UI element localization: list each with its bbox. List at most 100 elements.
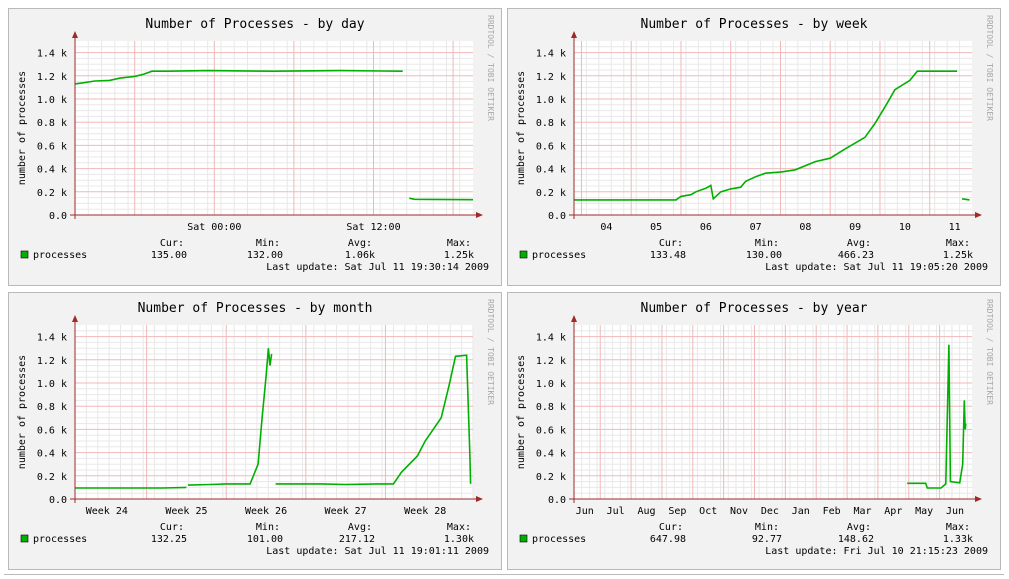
legend-label: processes [33,534,87,545]
watermark: RRDTOOL / TOBI OETIKER [486,299,495,405]
series-line-processes [574,70,958,201]
grid [75,325,474,499]
x-tick-label: Jan [792,506,810,517]
stat-label-max: Max: [447,238,471,249]
x-tick-label: Week 26 [245,506,287,517]
grid [75,41,473,215]
grid [574,325,972,499]
chart-title: Number of Processes - by day [145,17,364,32]
stat-value-avg: 1.06k [345,250,375,261]
y-tick-label: 1.4 k [536,49,566,60]
legend-swatch [519,534,528,543]
y-axis-arrow [571,315,577,322]
legend-swatch [20,534,29,543]
y-tick-label: 0.2 k [37,472,67,483]
y-tick-label: 1.0 k [37,379,67,390]
stat-value-min: 101.00 [247,534,283,545]
y-tick-label: 0.4 k [536,165,566,176]
stat-label-min: Min: [256,522,280,533]
series-line-processes [961,198,970,201]
graph-panel-month: Number of Processes - by month 0.0 0.2 k 0.… [8,292,502,570]
y-tick-label: 1.0 k [536,95,566,106]
watermark: RRDTOOL / TOBI OETIKER [985,299,994,405]
series-line-processes [74,69,403,85]
graph-panel-day: Number of Processes - by day 0.0 0.2 k 0.4 … [8,8,502,286]
series-line-processes [275,354,472,486]
x-tick-label: 08 [799,222,811,233]
x-tick-label: Jun [946,506,964,517]
x-tick-label: Apr [884,506,902,517]
x-tick-label: 09 [849,222,861,233]
y-tick-label: 0.8 k [37,402,67,413]
stat-label-max: Max: [447,522,471,533]
x-axis-arrow [476,212,483,218]
stat-value-max: 1.33k [943,534,973,545]
y-tick-label: 0.6 k [536,425,566,436]
stat-value-max: 1.25k [943,250,973,261]
y-tick-label: 0.2 k [37,188,67,199]
stat-value-avg: 217.12 [339,534,375,545]
x-axis-arrow [975,496,982,502]
x-tick-label: Dec [761,506,779,517]
y-tick-label: 0.0 [548,211,566,222]
chart-year: Number of Processes - by year 0.0 0.2 k 0.4… [516,299,994,557]
stat-value-min: 130.00 [746,250,782,261]
x-tick-label: Week 28 [404,506,446,517]
x-tick-label: Nov [730,506,748,517]
y-tick-label: 0.0 [49,495,67,506]
x-tick-label: Week 24 [86,506,128,517]
last-update: Last update: Sat Jul 11 19:01:11 2009 [266,546,489,557]
x-tick-label: 07 [750,222,762,233]
legend-label: processes [33,250,87,261]
last-update: Last update: Fri Jul 10 21:15:23 2009 [765,546,988,557]
y-tick-label: 1.2 k [536,356,566,367]
legend-label: processes [532,534,586,545]
last-update: Last update: Sat Jul 11 19:30:14 2009 [266,262,489,273]
x-tick-label: Sat 12:00 [346,222,400,233]
legend-label: processes [532,250,586,261]
x-tick-label: Feb [823,506,841,517]
stat-label-min: Min: [256,238,280,249]
x-tick-label: May [915,506,933,517]
x-tick-label: 10 [899,222,911,233]
stat-value-min: 132.00 [247,250,283,261]
y-tick-label: 1.4 k [37,333,67,344]
y-tick-label: 1.4 k [37,49,67,60]
stat-label-cur: Cur: [160,522,184,533]
stat-label-min: Min: [755,238,779,249]
series-line-processes [75,486,187,489]
stat-label-max: Max: [946,238,970,249]
chart-week: Number of Processes - by week 0.0 0.2 k 0.4… [516,15,994,273]
grid [574,41,972,215]
watermark: RRDTOOL / TOBI OETIKER [486,15,495,121]
stat-value-cur: 132.25 [151,534,187,545]
x-tick-label: 06 [700,222,712,233]
x-tick-label: Jul [607,506,625,517]
stat-label-avg: Avg: [348,522,372,533]
series-line-processes [907,344,967,489]
legend-swatch [20,250,29,259]
last-update: Last update: Sat Jul 11 19:05:20 2009 [765,262,988,273]
y-tick-label: 0.2 k [536,472,566,483]
stat-label-max: Max: [946,522,970,533]
stat-label-avg: Avg: [847,522,871,533]
y-tick-label: 0.4 k [37,165,67,176]
x-tick-label: Jun [576,506,594,517]
x-tick-label: 11 [949,222,961,233]
y-tick-label: 1.2 k [37,72,67,83]
x-tick-label: Week 27 [325,506,367,517]
series-line-processes [187,348,273,486]
x-tick-label: Oct [699,506,717,517]
stat-value-max: 1.25k [444,250,474,261]
stat-label-cur: Cur: [160,238,184,249]
x-axis-arrow [975,212,982,218]
y-tick-label: 0.8 k [37,118,67,129]
y-tick-label: 0.0 [49,211,67,222]
x-tick-label: Sep [668,506,686,517]
y-tick-label: 0.0 [548,495,566,506]
chart-title: Number of Processes - by month [138,301,373,316]
y-tick-label: 0.6 k [37,425,67,436]
y-axis-label: number of processes [17,355,28,469]
y-tick-label: 1.4 k [536,333,566,344]
y-tick-label: 0.6 k [37,141,67,152]
